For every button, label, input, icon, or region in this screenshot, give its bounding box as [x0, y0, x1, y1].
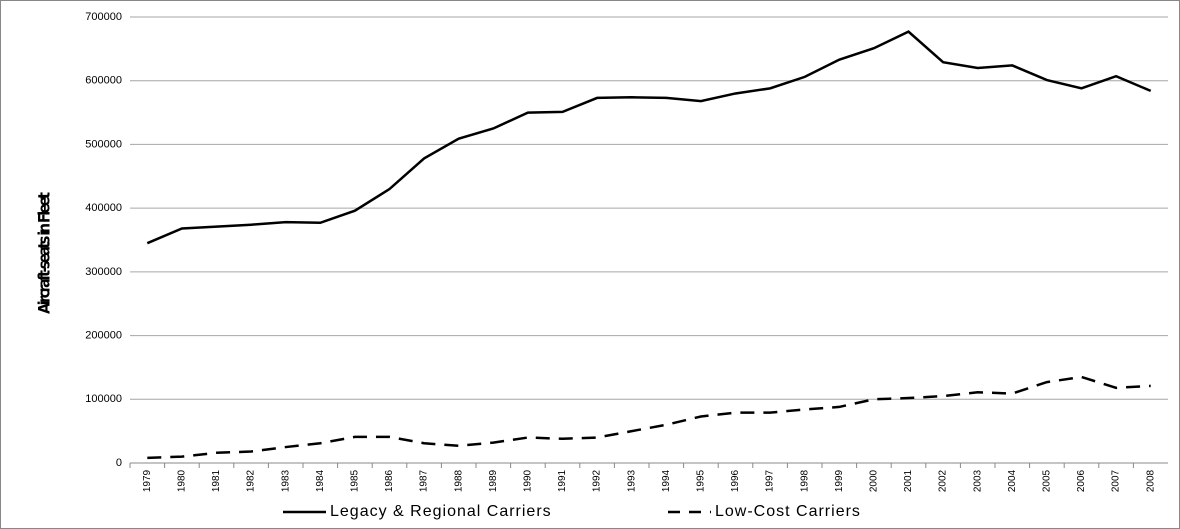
x-tick-label: 1983: [280, 469, 291, 492]
x-tick-label: 2003: [972, 469, 983, 492]
x-tick-label: 2006: [1076, 469, 1087, 492]
x-tick-label: 1982: [246, 469, 257, 492]
y-tick-label: 0: [116, 457, 122, 469]
legend-label: Legacy & Regional Carriers: [330, 503, 552, 520]
x-tick-label: 2005: [1042, 469, 1053, 492]
x-tick-label: 2002: [938, 469, 949, 492]
x-tick-label: 1984: [315, 469, 326, 492]
x-tick-label: 1993: [626, 469, 637, 492]
x-tick-label: 2007: [1111, 469, 1122, 492]
x-tick-label: 1979: [142, 469, 153, 492]
x-tick-label: 2000: [869, 469, 880, 492]
y-tick-label: 400000: [85, 202, 122, 214]
x-tick-label: 1991: [557, 469, 568, 492]
x-tick-label: 1985: [350, 469, 361, 492]
x-tick-label: 1996: [730, 469, 741, 492]
x-tick-label: 1999: [834, 469, 845, 492]
x-tick-label: 1990: [523, 469, 534, 492]
x-tick-label: 1989: [488, 469, 499, 492]
data-line: [146, 30, 1152, 245]
x-tick-label: 1992: [592, 469, 603, 492]
data-line: [147, 375, 1151, 460]
y-tick-label: 300000: [85, 266, 122, 278]
y-tick-label: 500000: [85, 138, 122, 150]
x-tick-label: 1995: [696, 469, 707, 492]
x-tick-label: 1980: [177, 469, 188, 492]
legend-label: Low-Cost Carriers: [715, 503, 861, 520]
y-axis-label: Aircraft-seats in Fleet: [35, 192, 54, 314]
x-tick-label: 1987: [419, 469, 430, 492]
y-tick-label: 600000: [85, 75, 122, 87]
y-tick-label: 200000: [85, 329, 122, 341]
x-tick-label: 2001: [903, 469, 914, 492]
x-tick-label: 1998: [799, 469, 810, 492]
x-tick-label: 1986: [384, 469, 395, 492]
x-tick-label: 2004: [1007, 469, 1018, 492]
x-tick-label: 1988: [453, 469, 464, 492]
x-tick-label: 1981: [211, 469, 222, 492]
x-tick-label: 2008: [1145, 469, 1156, 492]
x-tick-label: 1994: [661, 469, 672, 492]
y-tick-label: 100000: [85, 393, 122, 405]
y-tick-label: 700000: [85, 11, 122, 23]
x-tick-label: 1997: [765, 469, 776, 492]
